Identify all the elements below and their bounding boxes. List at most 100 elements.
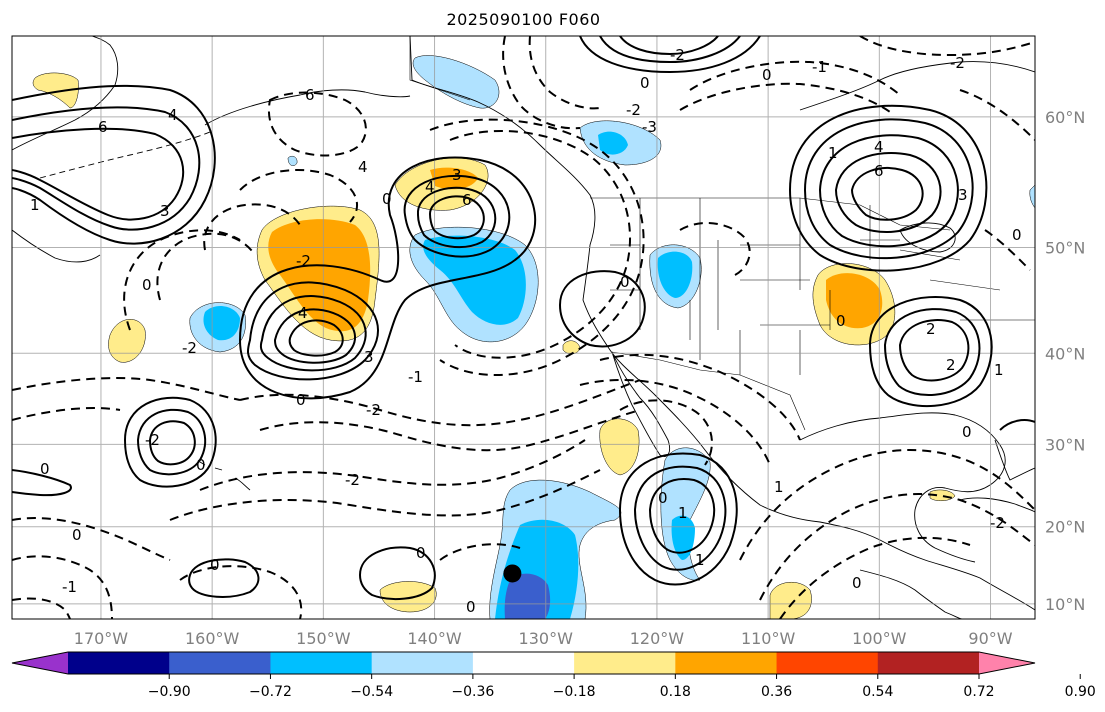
contour-label: -2	[296, 252, 311, 270]
contour-positive	[599, 36, 741, 64]
contour-negative	[429, 118, 645, 376]
contour-negative	[599, 353, 801, 441]
colorbar-tick-label: −0.18	[553, 684, 596, 700]
contour-positive	[188, 558, 260, 598]
longitude-tick-label: 110°W	[741, 629, 796, 648]
latitude-tick-label: 30°N	[1045, 435, 1085, 454]
longitude-labels: 170°W 160°W 150°W 140°W 130°W 120°W 110°W 100°W…	[74, 629, 1013, 648]
colorbar-segment	[776, 652, 879, 674]
contour-positive	[148, 420, 196, 466]
contour-positive	[123, 396, 217, 488]
contour-label: 0	[1012, 226, 1022, 244]
contour-label: 4	[168, 106, 178, 124]
contour-negative	[679, 82, 891, 113]
shaded-fields	[32, 55, 1035, 619]
aleutian-islands	[39, 131, 211, 179]
contour-positive	[883, 308, 981, 396]
contour-negative	[179, 565, 303, 619]
map-title: 2025090100 F060	[446, 10, 601, 29]
colorbar-tick-label: 0.90	[1065, 684, 1096, 700]
contour-label: 0	[382, 190, 392, 208]
contour-negative	[528, 36, 601, 110]
contour-positive	[273, 308, 356, 364]
positive-contours	[12, 36, 1035, 600]
contour-label: -2	[626, 101, 641, 119]
contour-positive	[850, 167, 924, 221]
contour-positive	[12, 106, 201, 231]
longitude-tick-label: 90°W	[968, 629, 1012, 648]
positive-anomaly-light	[599, 418, 640, 476]
contour-label: 0	[852, 574, 862, 592]
contour-label: 1	[678, 504, 688, 522]
contour-negative	[439, 543, 521, 561]
contour-label: 3	[160, 202, 170, 220]
contour-label: -3	[642, 118, 657, 136]
contour-label: 4	[874, 138, 884, 156]
latitude-tick-label: 10°N	[1045, 595, 1085, 614]
colorbar-segment	[169, 652, 271, 674]
colorbar-tick-label: −0.72	[249, 684, 292, 700]
negative-anomaly-light	[287, 155, 298, 166]
colorbar-segment	[877, 652, 980, 674]
contour-positive	[238, 156, 537, 400]
contour-label: 3	[364, 348, 374, 366]
negative-anomaly-mid	[423, 235, 526, 325]
coastline-north-america	[409, 36, 1035, 611]
contour-negative	[123, 229, 241, 331]
longitude-tick-label: 120°W	[630, 629, 685, 648]
contour-negative	[239, 379, 641, 427]
colorbar-segment	[270, 652, 373, 674]
colorbar	[11, 651, 1081, 679]
longitude-tick-label: 160°W	[185, 629, 240, 648]
contour-negative	[689, 60, 901, 96]
contour-positive	[247, 281, 379, 381]
colorbar-tick-label: 0.54	[862, 684, 893, 700]
contour-label: 1	[695, 551, 705, 569]
colorbar-extend-low	[12, 652, 68, 674]
contour-positive	[633, 465, 727, 571]
contour-label: 0	[962, 423, 972, 441]
contour-positive	[416, 186, 497, 249]
contour-label: -2	[990, 514, 1005, 532]
colorbar-segment	[371, 652, 474, 674]
contour-positive	[999, 419, 1035, 431]
contour-label: 0	[658, 489, 668, 507]
contour-label: 0	[72, 526, 82, 544]
colorbar-segment	[472, 652, 575, 674]
contour-negative	[619, 399, 713, 466]
contour-label: 0	[466, 598, 476, 616]
contour-positive	[12, 127, 185, 221]
contour-negative	[12, 555, 113, 619]
negative-anomaly-light	[1029, 184, 1035, 209]
contour-positive	[403, 174, 511, 258]
coastline-asia-south	[12, 229, 101, 263]
positive-anomaly-light	[32, 72, 79, 109]
contour-label: 6	[462, 191, 472, 209]
map-plot-area: 6 4 3 0 1 -2 4 -2 3 0 -2 -1 6 4 3 0 4 6 …	[12, 36, 1035, 619]
contour-label: -2	[670, 46, 685, 64]
state-lines	[610, 198, 1035, 375]
positive-anomaly-light	[769, 582, 812, 619]
contour-positive	[358, 546, 436, 600]
contour-label: 3	[958, 186, 968, 204]
contour-label: -2	[366, 401, 381, 419]
contour-positive	[12, 469, 72, 497]
contour-label: 4	[425, 178, 435, 196]
map-frame	[11, 35, 1036, 620]
contour-label: 2	[946, 356, 956, 374]
contour-negative	[267, 91, 367, 157]
coastline-florida	[994, 439, 1035, 481]
positive-anomaly-orange	[430, 167, 478, 190]
coastline-hudson	[799, 61, 1035, 111]
contour-negative	[12, 597, 71, 619]
contour-label: 0	[620, 273, 630, 291]
coastline-central-america	[859, 569, 963, 619]
contour-positive	[818, 134, 959, 248]
contour-negative	[679, 222, 751, 276]
colorbar-tick-label: 0.72	[963, 684, 994, 700]
contour-negative	[759, 493, 1035, 601]
contour-positive	[868, 296, 993, 408]
longitude-tick-label: 100°W	[852, 629, 907, 648]
contour-positive	[288, 319, 344, 357]
us-canada-border	[590, 197, 951, 231]
